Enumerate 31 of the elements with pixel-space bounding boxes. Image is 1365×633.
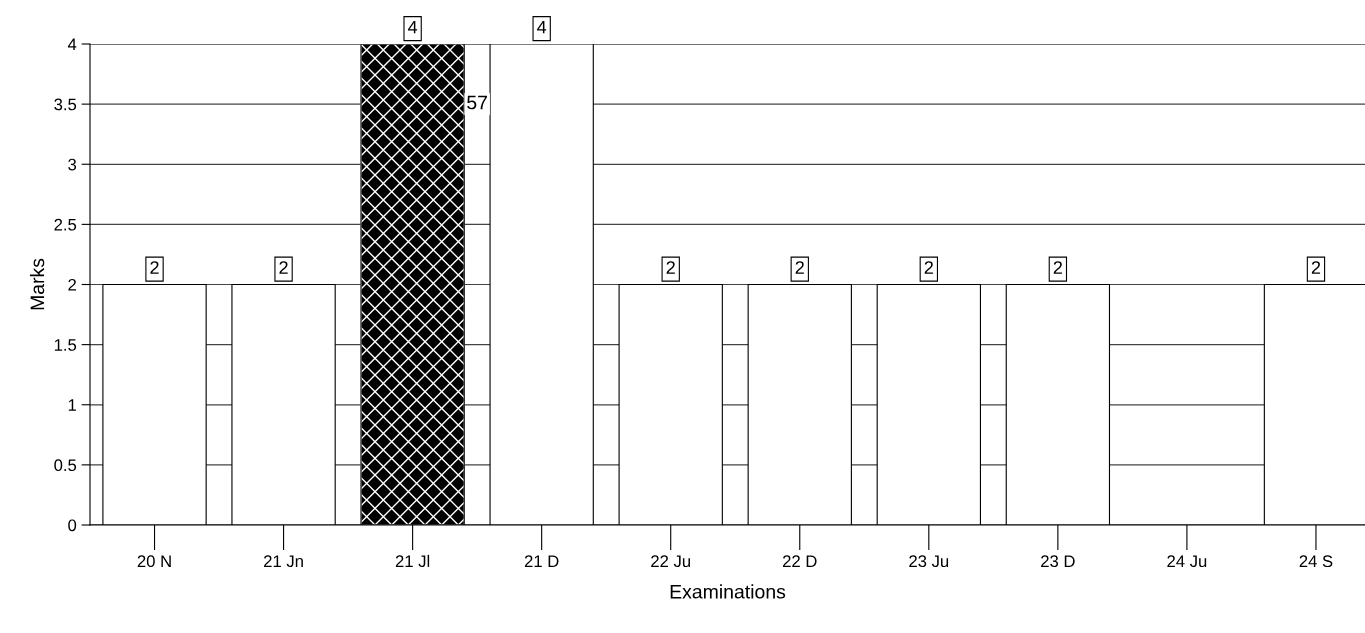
data-label: 4: [537, 20, 547, 34]
data-label: 2: [1053, 261, 1062, 274]
x-tick-label: 21 Jn: [264, 555, 303, 568]
x-axis-title: Examinations: [670, 584, 786, 599]
x-tick-label: 24 S: [1299, 555, 1333, 568]
x-tick-label: 23 Ju: [909, 555, 949, 568]
y-tick-label: 2: [68, 278, 76, 291]
x-tick-label: 22 Ju: [651, 555, 690, 568]
data-label: 2: [795, 261, 804, 274]
y-tick-label: 1.5: [54, 339, 77, 351]
data-label: 2: [1311, 261, 1321, 274]
data-label: 4: [408, 20, 418, 34]
annotation: 57: [467, 95, 487, 110]
data-label: 2: [150, 261, 159, 274]
x-tick-label: 21 D: [524, 555, 559, 567]
x-tick-label: 22 D: [783, 555, 817, 567]
y-tick-label: 4: [67, 38, 77, 51]
y-axis-title: Marks: [29, 258, 45, 310]
x-tick-label: 20 N: [137, 555, 171, 568]
data-label: 2: [924, 261, 933, 274]
data-label: 2: [279, 261, 288, 274]
y-tick-label: 3.5: [54, 98, 77, 111]
y-tick-label: 0.5: [54, 459, 77, 472]
data-label: 2: [666, 261, 675, 274]
y-tick-label: 0: [68, 519, 77, 532]
x-tick-label: 21 Jl: [395, 554, 430, 568]
x-tick-label: 23 D: [1041, 555, 1075, 568]
y-tick-label: 3: [68, 158, 77, 171]
y-tick-label: 2.5: [54, 218, 77, 231]
y-tick-label: 1: [68, 399, 76, 411]
x-tick-label: 24 Ju: [1167, 555, 1207, 568]
